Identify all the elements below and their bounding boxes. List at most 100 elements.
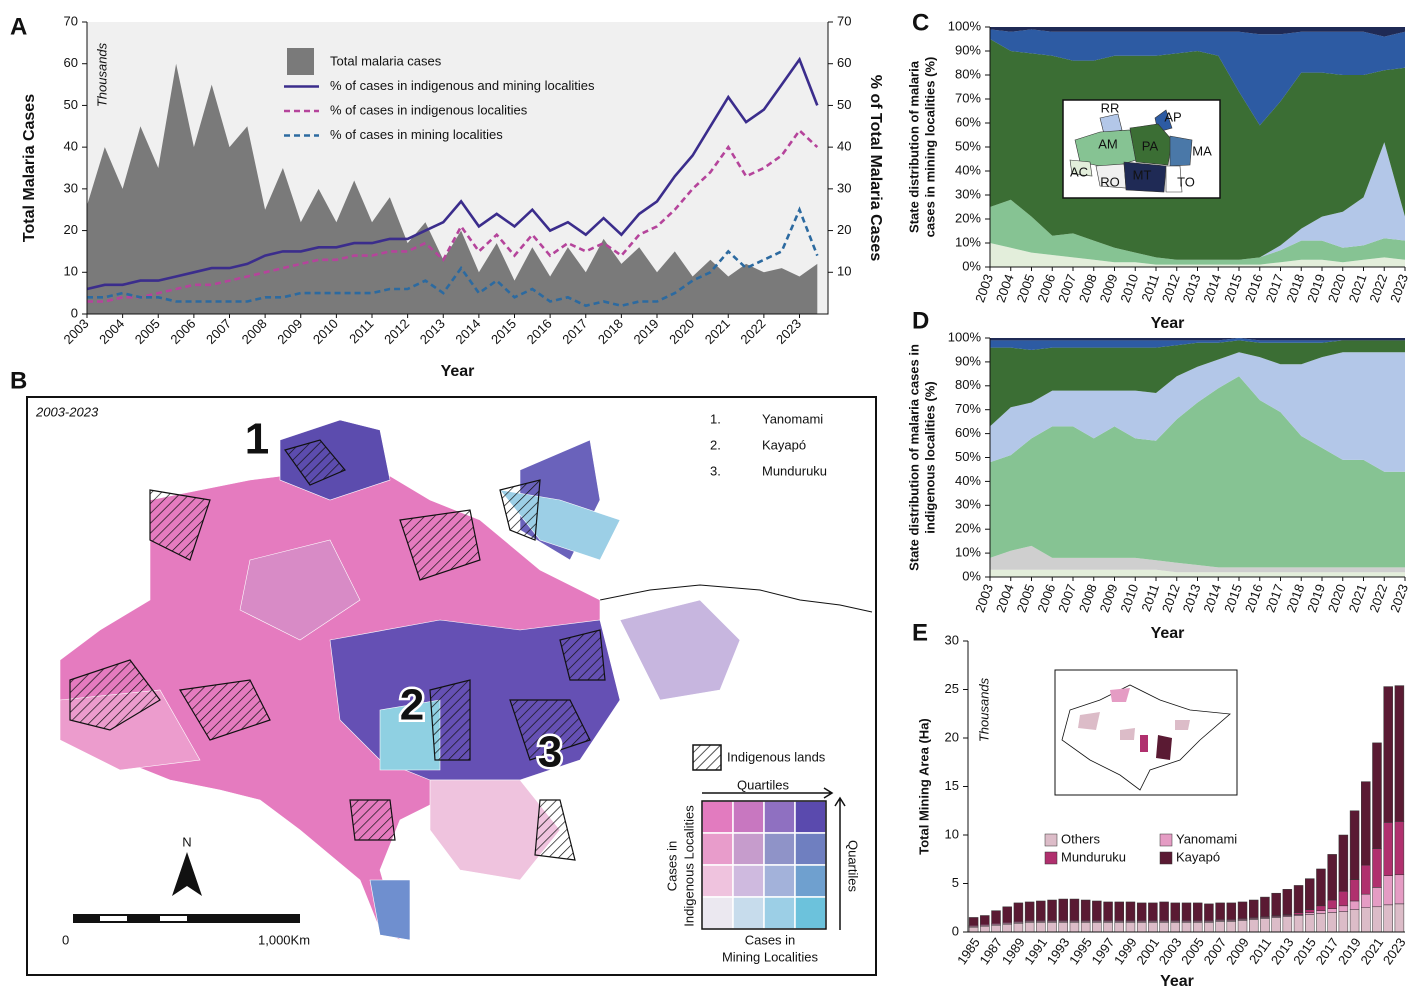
y-tick-label: 10% bbox=[955, 234, 981, 249]
inset-region bbox=[1120, 728, 1135, 740]
y-axis-title: State distribution of malaria bbox=[906, 60, 921, 233]
legend-label: Others bbox=[1061, 831, 1101, 846]
y-tick-label: 60% bbox=[955, 425, 981, 440]
y-tick-label: 40% bbox=[955, 162, 981, 177]
y-tick-label: 10 bbox=[64, 264, 78, 279]
x-tick-label: 2015 bbox=[1290, 935, 1319, 967]
annotation: Thousands bbox=[94, 42, 109, 107]
y-tick-label: 20 bbox=[837, 222, 851, 237]
territory-number: 1. bbox=[710, 411, 721, 426]
bar bbox=[1227, 921, 1236, 932]
bar bbox=[1350, 901, 1359, 910]
bar bbox=[1272, 917, 1281, 932]
y-tick-label: 30 bbox=[64, 180, 78, 195]
inset-label: TO bbox=[1177, 174, 1195, 189]
legend-label: Indigenous lands bbox=[727, 749, 826, 764]
bar bbox=[1305, 910, 1314, 913]
x-tick-label: 2017 bbox=[559, 316, 590, 347]
x-axis-title: Year bbox=[1151, 315, 1185, 332]
inset-label: RR bbox=[1101, 100, 1120, 115]
inset-region bbox=[1175, 720, 1190, 730]
x-tick-label: 2003 bbox=[1156, 935, 1185, 967]
bar bbox=[1373, 743, 1382, 849]
panel-label: A bbox=[10, 13, 27, 40]
y-tick-label: 0% bbox=[962, 258, 981, 273]
inset-label: MA bbox=[1192, 143, 1212, 158]
bar bbox=[1339, 835, 1348, 891]
bar bbox=[969, 917, 978, 925]
x-tick-label: 2016 bbox=[524, 316, 555, 347]
bar bbox=[1339, 912, 1348, 932]
bar bbox=[1171, 903, 1180, 920]
inset-label: MT bbox=[1133, 167, 1152, 182]
bar bbox=[1384, 876, 1393, 905]
bar bbox=[1283, 916, 1292, 932]
y2-axis-title: % of Total Malaria Cases bbox=[867, 75, 884, 262]
bar bbox=[1361, 908, 1370, 932]
x-tick-label: 2001 bbox=[1133, 935, 1162, 967]
legend-label: Mining Localities bbox=[722, 949, 819, 964]
x-tick-label: 2019 bbox=[1335, 935, 1364, 967]
territory-number: 3. bbox=[710, 463, 721, 478]
indigenous-land bbox=[430, 680, 470, 760]
legend-label: % of cases in mining localities bbox=[330, 127, 503, 142]
y-tick-label: 0 bbox=[71, 305, 78, 320]
scale-bar bbox=[160, 916, 187, 921]
x-tick-label: 2010 bbox=[1117, 582, 1141, 614]
bar bbox=[1249, 919, 1258, 932]
legend-swatch bbox=[287, 48, 314, 75]
bar bbox=[1373, 907, 1382, 932]
scale-bar bbox=[100, 916, 127, 921]
y-tick-label: 30% bbox=[955, 497, 981, 512]
legend-swatch bbox=[1045, 852, 1057, 864]
north-label: N bbox=[182, 834, 191, 849]
legend-swatch bbox=[1160, 834, 1172, 846]
y-tick-label: 5 bbox=[952, 875, 959, 890]
bar bbox=[1160, 922, 1169, 932]
bar bbox=[1070, 922, 1079, 932]
bar bbox=[1328, 909, 1337, 913]
legend-label: Cases in bbox=[745, 932, 796, 947]
x-tick-label: 2018 bbox=[595, 316, 626, 347]
inset-label: AP bbox=[1164, 109, 1181, 124]
y-tick-label: 60 bbox=[64, 55, 78, 70]
y-tick-label: 80% bbox=[955, 377, 981, 392]
y-tick-label: 60 bbox=[837, 55, 851, 70]
y-tick-label: 15 bbox=[945, 778, 959, 793]
bar bbox=[980, 926, 989, 932]
bar bbox=[1361, 865, 1370, 894]
x-tick-label: 2023 bbox=[1387, 582, 1411, 614]
bar bbox=[1294, 916, 1303, 932]
x-tick-label: 2010 bbox=[310, 316, 341, 347]
panel-label: D bbox=[912, 307, 929, 334]
y-tick-label: 70 bbox=[64, 13, 78, 28]
bar bbox=[1294, 885, 1303, 912]
y-tick-label: 70 bbox=[837, 13, 851, 28]
x-tick-label: 2023 bbox=[773, 316, 804, 347]
bar bbox=[1115, 922, 1124, 932]
y-tick-label: 25 bbox=[945, 681, 959, 696]
y-tick-label: 50% bbox=[955, 138, 981, 153]
bar bbox=[1384, 687, 1393, 823]
bar bbox=[1126, 902, 1135, 920]
y-axis-title: Total Malaria Cases bbox=[21, 94, 38, 242]
bar bbox=[1384, 822, 1393, 875]
legend-label: Kayapó bbox=[1176, 849, 1220, 864]
bar bbox=[1283, 889, 1292, 914]
x-tick-label: 2011 bbox=[1246, 935, 1274, 967]
bar bbox=[1048, 922, 1057, 932]
y-tick-label: 100% bbox=[948, 18, 982, 33]
bar bbox=[1305, 879, 1314, 910]
bar bbox=[1092, 922, 1101, 932]
bar bbox=[1384, 905, 1393, 932]
bar bbox=[1048, 900, 1057, 920]
bar bbox=[992, 925, 1001, 932]
bar bbox=[1316, 914, 1325, 932]
bar bbox=[1160, 902, 1169, 920]
y-tick-label: 40 bbox=[837, 139, 851, 154]
x-tick-label: 2013 bbox=[417, 316, 448, 347]
legend-swatch bbox=[1045, 834, 1057, 846]
figure: A B C D E 2003-2023 1. Yanomami 2. Kayap… bbox=[0, 0, 1419, 992]
y-tick-label: 90% bbox=[955, 353, 981, 368]
x-tick-label: 1989 bbox=[999, 935, 1028, 967]
